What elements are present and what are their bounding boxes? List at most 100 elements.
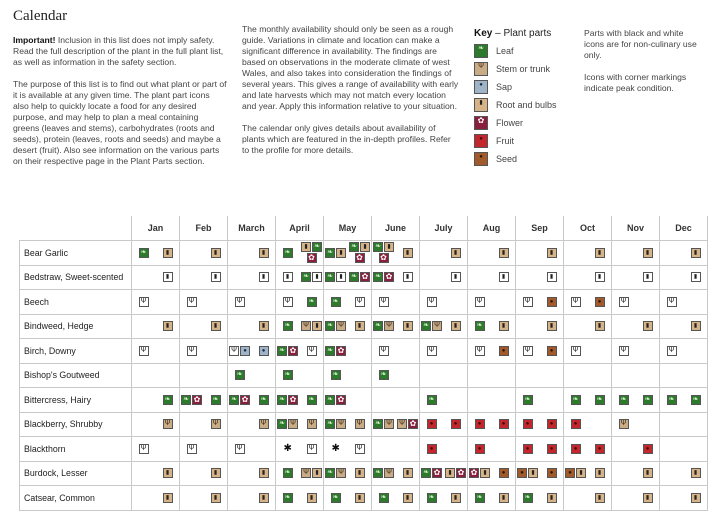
month-header: May xyxy=(323,216,372,241)
root-icon xyxy=(450,247,461,258)
stem-icon xyxy=(186,296,197,307)
key-row-root: Root and bulbs xyxy=(474,96,584,114)
fruit-icon xyxy=(522,443,533,454)
month-cell xyxy=(611,362,660,388)
fruit-icon xyxy=(474,443,485,454)
root-icon xyxy=(162,321,173,332)
leaf-icon xyxy=(325,345,335,356)
month-cell xyxy=(659,289,708,315)
table-row: Bear Garlic xyxy=(19,240,708,266)
month-cell xyxy=(467,436,516,462)
fruit-icon xyxy=(522,419,533,430)
month-cell xyxy=(467,338,516,364)
root-icon xyxy=(594,321,605,332)
root-icon xyxy=(594,492,605,503)
root-icon xyxy=(445,468,455,479)
flower-icon xyxy=(384,272,394,283)
month-cell xyxy=(275,264,324,290)
leaf-icon xyxy=(426,394,437,405)
fruit-icon xyxy=(570,443,581,454)
month-cell xyxy=(179,338,228,364)
month-cell xyxy=(515,289,564,315)
leaf-icon xyxy=(277,419,287,430)
fruit-icon xyxy=(546,443,557,454)
month-cell xyxy=(323,338,372,364)
root-icon xyxy=(690,272,701,283)
leaf-icon xyxy=(282,468,293,479)
flower-icon xyxy=(288,394,298,405)
leaf-icon xyxy=(570,394,581,405)
month-cell xyxy=(515,313,564,339)
root-icon xyxy=(258,492,269,503)
leaf-icon xyxy=(426,492,437,503)
key-title-rest: – Plant parts xyxy=(492,28,552,39)
table-row: Catsear, Common xyxy=(19,485,708,511)
month-cell xyxy=(563,289,612,315)
month-header: Sep xyxy=(515,216,564,241)
root-icon xyxy=(402,468,413,479)
month-cell xyxy=(131,411,180,437)
stem-icon xyxy=(282,296,293,307)
month-cell xyxy=(467,240,516,266)
table-row: Burdock, Lesser xyxy=(19,460,708,486)
flower-icon xyxy=(469,468,479,479)
root-icon xyxy=(258,321,269,332)
month-cell xyxy=(131,387,180,413)
stem-icon xyxy=(570,296,581,307)
root-icon xyxy=(498,247,509,258)
key-row-sap: Sap xyxy=(474,78,584,96)
fruit-icon xyxy=(570,419,581,430)
leaf-icon xyxy=(325,394,335,405)
month-cell xyxy=(131,362,180,388)
table-row: Beech xyxy=(19,289,708,315)
month-cell xyxy=(419,338,468,364)
fruit-icon xyxy=(546,419,557,430)
month-cell xyxy=(275,436,324,462)
month-cell xyxy=(179,289,228,315)
stem-icon xyxy=(336,468,346,479)
flower-icon xyxy=(378,253,389,264)
root-icon xyxy=(594,272,605,283)
leaf-icon xyxy=(594,394,605,405)
root-icon xyxy=(312,272,322,283)
root-icon xyxy=(402,247,413,258)
leaf-icon xyxy=(373,272,383,283)
important-paragraph: Important! Inclusion in this list does n… xyxy=(13,35,227,68)
leaf-icon xyxy=(138,247,149,258)
leaf-icon xyxy=(666,394,677,405)
key-label: Flower xyxy=(496,118,524,128)
page-title: Calendar xyxy=(13,8,68,24)
month-cell xyxy=(371,460,420,486)
month-cell xyxy=(131,485,180,511)
root-icon xyxy=(162,247,173,258)
root-icon xyxy=(360,242,370,253)
leaf-icon xyxy=(306,296,317,307)
root-icon xyxy=(384,242,394,253)
plant-name: Blackberry, Shrubby xyxy=(19,411,132,437)
leaf-icon xyxy=(325,272,335,283)
month-cell xyxy=(323,264,372,290)
table-row: Bindweed, Hedge xyxy=(19,313,708,339)
leaf-icon xyxy=(373,242,383,253)
month-cell xyxy=(275,411,324,437)
root-icon xyxy=(594,247,605,258)
stem-icon xyxy=(258,419,269,430)
stem-icon xyxy=(432,321,442,332)
month-cell xyxy=(131,338,180,364)
seed-icon xyxy=(546,296,557,307)
plant-name: Bittercress, Hairy xyxy=(19,387,132,413)
month-cell xyxy=(611,485,660,511)
plant-name: Burdock, Lesser xyxy=(19,460,132,486)
month-cell xyxy=(515,387,564,413)
stem-icon xyxy=(138,296,149,307)
month-cell xyxy=(419,387,468,413)
root-icon xyxy=(402,492,413,503)
root-icon xyxy=(528,468,538,479)
stem-icon xyxy=(301,321,311,332)
month-cell xyxy=(419,411,468,437)
stem-icon xyxy=(618,419,629,430)
leaf-icon xyxy=(181,394,191,405)
month-cell xyxy=(515,264,564,290)
root-icon xyxy=(546,247,557,258)
month-cell xyxy=(371,362,420,388)
